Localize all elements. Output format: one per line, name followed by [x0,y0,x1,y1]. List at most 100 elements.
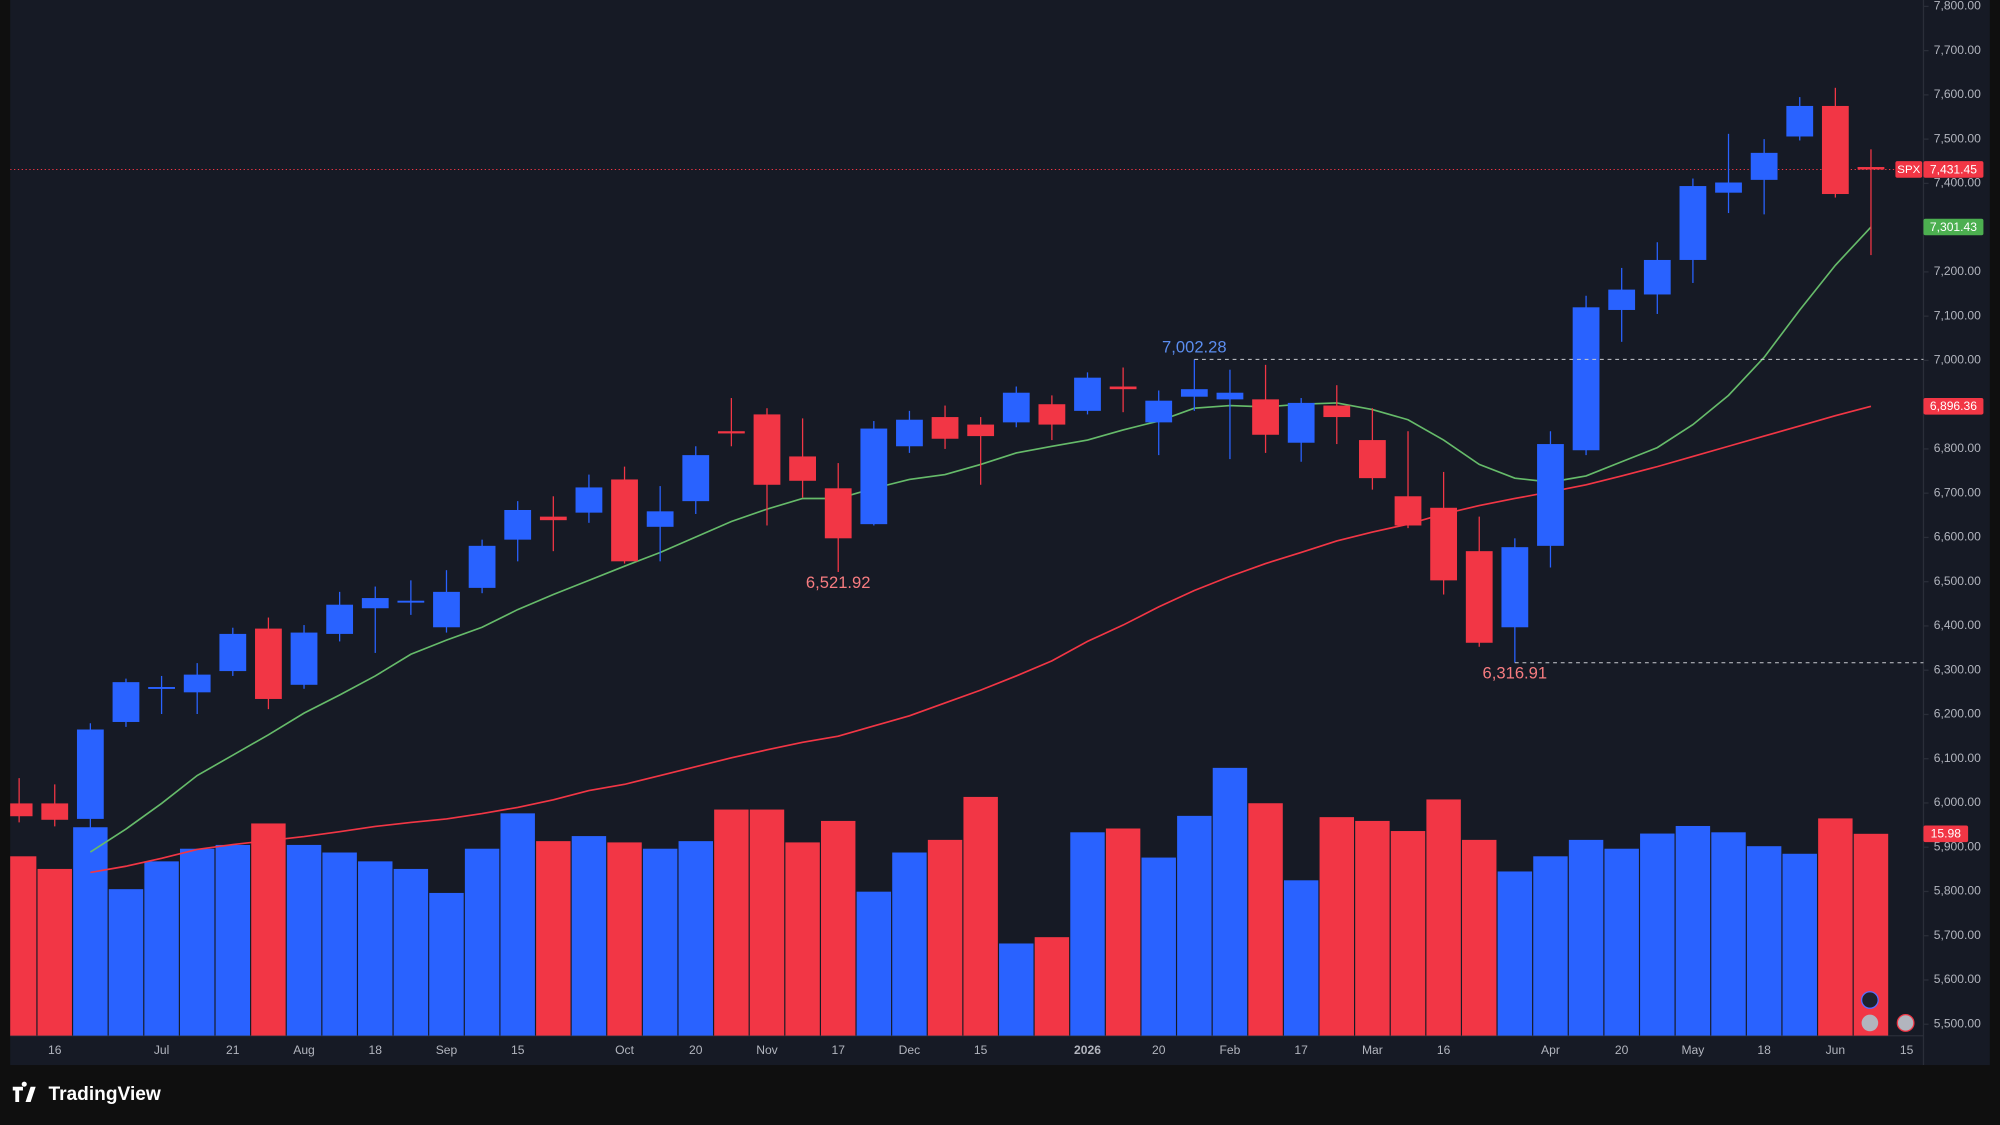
volume-bar [749,809,785,1036]
volume-label-box [1923,825,1969,843]
x-tick-label: Dec [899,1043,921,1057]
x-tick-label: Aug [293,1043,315,1057]
extreme-label: 7,002.28 [1162,337,1227,356]
icon[interactable] [1861,1014,1879,1032]
volume-bar [179,848,215,1036]
candle-body [1002,392,1030,423]
volume-bar [108,889,144,1036]
y-tick-label: 6,100.00 [1934,751,1981,765]
candle-body [1394,496,1422,526]
volume-bar [571,836,607,1036]
candle-body [468,545,496,588]
volume-bar [73,827,108,1036]
candle-body [1715,182,1742,193]
candle-body [646,511,674,527]
volume-bar [1818,818,1853,1036]
volume-bar [1675,825,1711,1036]
candle-body [860,428,888,525]
x-tick-label: 17 [1294,1043,1308,1057]
price-label-box [1923,218,1984,236]
plot-area [10,87,1924,1036]
volume-bar [251,823,286,1036]
candle-body [717,431,745,434]
y-tick-label: 6,700.00 [1934,485,1981,499]
volume-bar [215,844,251,1036]
candle-body [1359,440,1386,479]
y-tick-label: 7,700.00 [1934,43,1981,57]
x-tick-label: May [1681,1043,1705,1057]
candle-body [824,488,852,539]
x-tick-label: Oct [615,1043,634,1057]
volume-bar [286,844,322,1036]
logo-mark [12,1081,36,1103]
price-label-box [1923,397,1984,415]
volume-bar [1462,839,1497,1036]
candle-body [1109,386,1137,390]
candle-body [1786,105,1814,137]
volume-bar [785,842,820,1036]
volume-bar [358,861,393,1036]
candle-body [1145,400,1173,423]
volume-bar [820,820,856,1036]
volume-bar [714,809,749,1036]
volume-bar [10,856,37,1036]
y-tick-label: 6,200.00 [1934,707,1981,721]
volume-bar [856,891,892,1036]
y-tick-label: 6,000.00 [1934,795,1981,809]
volume-bar [500,813,535,1036]
candle-body [1180,389,1208,397]
volume-bar [1604,848,1639,1036]
candle-body [255,628,282,699]
volume-bar [678,841,713,1036]
status-icons [1860,991,1915,1032]
candle-body [1608,289,1636,310]
y-tick-label: 5,900.00 [1934,839,1981,853]
volume-bar [1426,799,1461,1036]
symbol-box [1895,161,1923,178]
y-tick-label: 5,800.00 [1934,884,1981,898]
candle-body [361,598,389,609]
y-tick-label: 7,000.00 [1934,353,1981,367]
y-tick-label: 6,400.00 [1934,618,1981,632]
candle-body [1216,392,1244,400]
volume-bar [1248,803,1283,1036]
volume-bar [1568,839,1604,1036]
candle-body [1287,402,1315,443]
price-label: 6,896.36 [1930,399,1977,413]
volume-bar [1640,833,1675,1036]
x-tick-label: Apr [1541,1043,1560,1057]
logo: TradingView [12,1081,161,1105]
volume-bar [892,852,927,1036]
candle-body [967,424,995,437]
candle-body [504,509,532,540]
x-tick-label: Nov [756,1043,778,1057]
candle-body [219,633,247,672]
volume-bar [37,868,72,1036]
candle-body [1572,307,1600,451]
x-tick-label: Jun [1826,1043,1846,1057]
icon[interactable] [1860,991,1879,1009]
candle-body [326,604,354,634]
candle-body [931,417,959,439]
volume-bar [1497,871,1533,1036]
extreme-label: 6,316.91 [1483,664,1548,683]
volume-label: 15.98 [1931,827,1962,841]
x-tick-label: 2026 [1074,1043,1101,1057]
candle-body [1750,152,1778,180]
volume-bar [393,868,429,1036]
volume-bar [1711,832,1746,1036]
candle-body [148,687,175,689]
x-tick-label: 16 [1437,1043,1451,1057]
y-tick-label: 7,400.00 [1934,176,1981,190]
x-tick-label: 18 [1757,1043,1771,1057]
candle-body [290,632,318,685]
moving-average-line [90,405,1872,874]
candle-body [397,600,425,603]
volume-bar [1533,856,1568,1036]
x-tick-label: 20 [689,1043,703,1057]
candle-body [575,487,603,513]
volume-bar [464,848,500,1036]
price-label-box [1923,161,1984,178]
icon[interactable] [1896,1014,1915,1032]
candle-body [1821,105,1849,195]
